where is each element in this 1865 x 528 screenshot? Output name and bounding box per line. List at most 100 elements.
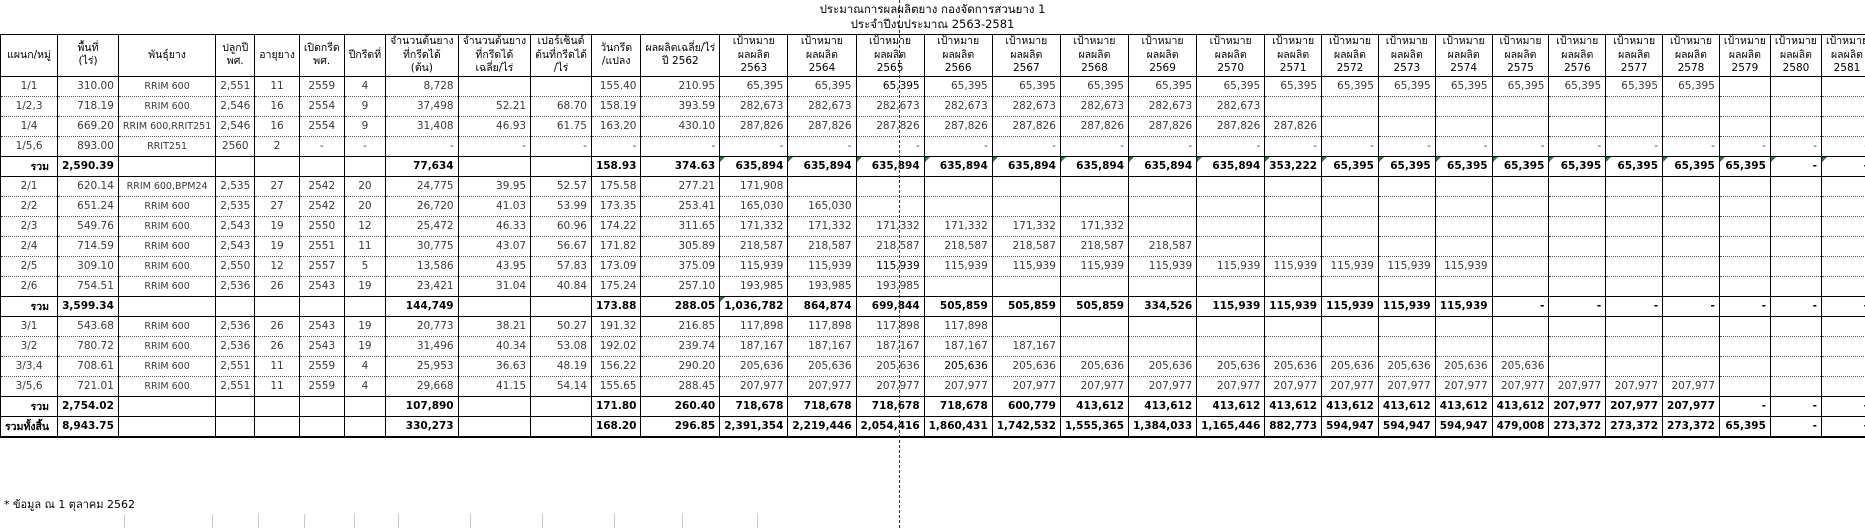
cell-y2563[interactable]: 193,985 — [719, 275, 789, 297]
cell-y2567[interactable] — [991, 195, 1061, 217]
cell-y2574[interactable]: 65,395 — [1434, 155, 1493, 177]
cell-y2579[interactable] — [1718, 115, 1771, 137]
cell-y2581[interactable] — [1820, 175, 1865, 197]
cell-y2572[interactable]: 65,395 — [1321, 75, 1379, 97]
cell-y2574[interactable]: 115,939 — [1434, 295, 1493, 317]
cell-y2576[interactable] — [1548, 175, 1607, 197]
cell-y2563[interactable]: 718,678 — [719, 395, 789, 417]
cell-age[interactable] — [254, 395, 300, 417]
cell-y2576[interactable] — [1548, 195, 1607, 217]
col-header-y2563[interactable]: เป้าหมาย ผลผลิต 2563 — [719, 34, 789, 77]
col-header-y2573[interactable]: เป้าหมาย ผลผลิต 2573 — [1377, 34, 1436, 77]
cell-tap_days[interactable]: 173.35 — [590, 195, 642, 217]
col-header-trees_tappable[interactable]: จำนวนต้นยาง ที่กรีดได้ (ต้น) — [385, 34, 459, 77]
cell-trees_per_rai[interactable]: 46.33 — [457, 215, 532, 237]
cell-age[interactable]: 27 — [254, 175, 300, 197]
cell-y2571[interactable]: 65,395 — [1264, 75, 1323, 97]
cell-area[interactable]: 721.01 — [57, 375, 119, 397]
cell-y2581[interactable] — [1820, 215, 1865, 237]
cell-tap_years[interactable]: 4 — [343, 375, 387, 397]
cell-y2565[interactable]: 718,678 — [855, 395, 925, 417]
cell-y2568[interactable]: 205,636 — [1059, 355, 1130, 377]
col-header-pct_tappable[interactable]: เปอร์เซ็นต์ ต้นที่กรีดได้/ไร่ — [530, 34, 592, 77]
cell-y2570[interactable]: 413,612 — [1196, 395, 1266, 417]
cell-trees_per_rai[interactable]: 38.21 — [457, 315, 532, 337]
cell-y2580[interactable] — [1769, 355, 1822, 377]
cell-open_year[interactable]: 2542 — [298, 175, 345, 197]
cell-y2581[interactable] — [1820, 375, 1865, 397]
cell-y2576[interactable]: 273,372 — [1548, 415, 1607, 438]
cell-yield_avg[interactable]: 210.95 — [640, 75, 721, 97]
cell-dept[interactable]: รวม — [0, 395, 59, 417]
cell-y2564[interactable]: - — [787, 135, 857, 157]
cell-y2569[interactable]: 65,395 — [1127, 75, 1198, 97]
col-header-y2572[interactable]: เป้าหมาย ผลผลิต 2572 — [1321, 34, 1379, 77]
col-header-dept[interactable]: แผนก/หมู่ — [0, 34, 59, 77]
cell-y2572[interactable]: 207,977 — [1321, 375, 1379, 397]
cell-y2577[interactable] — [1605, 235, 1664, 257]
cell-y2581[interactable] — [1820, 315, 1865, 337]
cell-y2567[interactable]: 65,395 — [991, 75, 1061, 97]
cell-open_year[interactable]: 2557 — [298, 255, 345, 277]
cell-tap_years[interactable]: 9 — [343, 95, 387, 117]
cell-y2579[interactable] — [1718, 275, 1771, 297]
cell-y2564[interactable]: 171,332 — [787, 215, 857, 237]
cell-y2564[interactable]: 2,219,446 — [787, 415, 857, 438]
cell-variety[interactable]: RRIM 600 — [117, 215, 217, 237]
cell-y2566[interactable] — [923, 275, 993, 297]
cell-trees_per_rai[interactable]: 31.04 — [457, 275, 532, 297]
cell-y2577[interactable] — [1605, 215, 1664, 237]
cell-plant_year[interactable]: 2,543 — [215, 235, 256, 257]
cell-y2576[interactable]: 207,977 — [1548, 395, 1607, 417]
col-header-y2568[interactable]: เป้าหมาย ผลผลิต 2568 — [1059, 34, 1130, 77]
cell-y2580[interactable]: - — [1769, 155, 1822, 177]
cell-y2570[interactable]: 282,673 — [1196, 95, 1266, 117]
cell-variety[interactable]: RRIM 600 — [117, 195, 217, 217]
cell-y2564[interactable]: 218,587 — [787, 235, 857, 257]
cell-y2566[interactable]: 505,859 — [923, 295, 993, 317]
col-header-y2581[interactable]: เป้าหมาย ผลผลิต 2581 — [1820, 34, 1865, 77]
cell-dept[interactable]: 2/4 — [0, 235, 59, 257]
cell-y2581[interactable]: - — [1820, 135, 1865, 157]
cell-plant_year[interactable] — [215, 295, 256, 317]
cell-y2575[interactable]: 207,977 — [1491, 375, 1550, 397]
cell-y2579[interactable] — [1718, 335, 1771, 357]
cell-y2571[interactable] — [1264, 335, 1323, 357]
cell-y2580[interactable]: - — [1769, 135, 1822, 157]
cell-pct_tappable[interactable]: 50.27 — [530, 315, 592, 337]
cell-pct_tappable[interactable]: 48.19 — [530, 355, 592, 377]
cell-y2566[interactable]: 207,977 — [923, 375, 993, 397]
col-header-y2569[interactable]: เป้าหมาย ผลผลิต 2569 — [1127, 34, 1198, 77]
cell-open_year[interactable]: 2543 — [298, 315, 345, 337]
cell-y2581[interactable]: - — [1820, 295, 1865, 317]
cell-y2577[interactable] — [1605, 335, 1664, 357]
cell-pct_tappable[interactable]: 60.96 — [530, 215, 592, 237]
cell-y2579[interactable] — [1718, 315, 1771, 337]
cell-open_year[interactable]: 2554 — [298, 115, 345, 137]
cell-y2576[interactable] — [1548, 235, 1607, 257]
table-row[interactable]: 3/3,4 708.61 RRIM 600 2,551 11 2559 4 25,953 36.… — [0, 355, 1865, 377]
cell-plant_year[interactable]: 2,546 — [215, 115, 256, 137]
cell-tap_years[interactable]: 20 — [343, 175, 387, 197]
cell-y2563[interactable]: 218,587 — [719, 235, 789, 257]
cell-y2576[interactable]: - — [1548, 295, 1607, 317]
cell-y2579[interactable] — [1718, 75, 1771, 97]
cell-y2563[interactable]: 65,395 — [719, 75, 789, 97]
cell-trees_per_rai[interactable] — [457, 395, 532, 417]
cell-y2577[interactable]: 207,977 — [1605, 395, 1664, 417]
cell-y2580[interactable] — [1769, 195, 1822, 217]
cell-trees_tappable[interactable]: 26,720 — [385, 195, 459, 217]
cell-yield_avg[interactable]: 288.05 — [640, 295, 721, 317]
cell-y2576[interactable] — [1548, 355, 1607, 377]
cell-variety[interactable]: RRIM 600 — [117, 375, 217, 397]
cell-y2573[interactable] — [1377, 195, 1436, 217]
cell-y2568[interactable]: - — [1059, 135, 1130, 157]
table-row[interactable]: 2/5 309.10 RRIM 600 2,550 12 2557 5 13,586 43.95… — [0, 255, 1865, 277]
cell-y2580[interactable] — [1769, 95, 1822, 117]
cell-y2569[interactable] — [1127, 175, 1198, 197]
cell-age[interactable] — [254, 295, 300, 317]
cell-plant_year[interactable]: 2,536 — [215, 275, 256, 297]
cell-y2566[interactable]: 218,587 — [923, 235, 993, 257]
cell-y2568[interactable] — [1059, 315, 1130, 337]
cell-variety[interactable]: RRIM 600 — [117, 335, 217, 357]
